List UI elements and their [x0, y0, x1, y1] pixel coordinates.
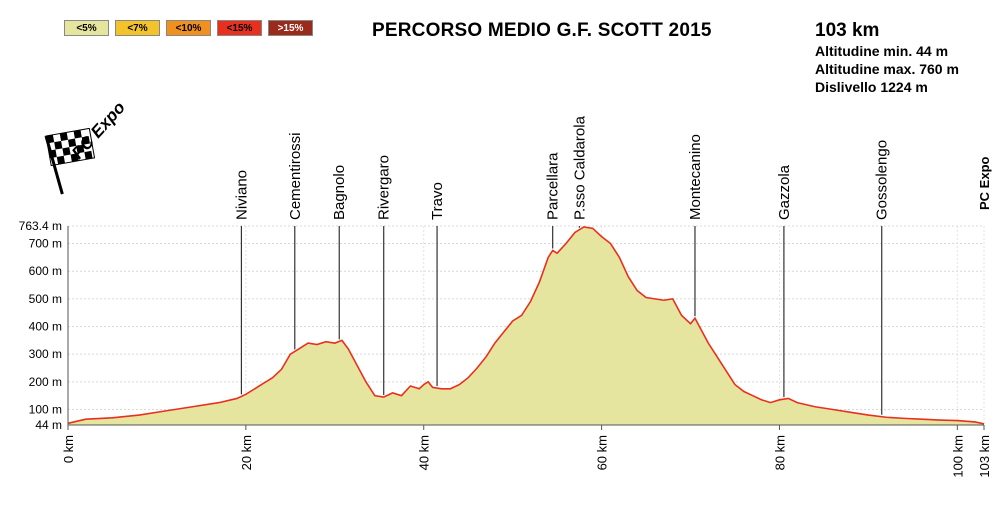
x-tick-label: 40 km [417, 435, 432, 470]
elevation-gain: Dislivello 1224 m [815, 79, 928, 95]
legend-item-gt15: >15% [268, 20, 313, 36]
y-tick-label: 763.4 m [19, 219, 62, 233]
x-tick-label: 100 km [950, 435, 965, 478]
chart-title: PERCORSO MEDIO G.F. SCOTT 2015 [372, 20, 712, 41]
gradient-legend: <5% <7% <10% <15% >15% [64, 20, 313, 36]
profile-line [67, 226, 985, 425]
waypoint-label: Montecanino [687, 134, 704, 220]
checkered-flag-icon [44, 128, 96, 195]
waypoint-label: Gossolengo [874, 140, 891, 220]
total-distance: 103 km [815, 20, 880, 41]
profile-area [68, 226, 984, 425]
waypoint-label: Bagnolo [331, 165, 348, 220]
y-tick-label: 600 m [29, 264, 62, 278]
y-tick-label: 400 m [29, 320, 62, 334]
legend-item-lt5: <5% [64, 20, 109, 36]
y-tick-label: 500 m [29, 292, 62, 306]
waypoint-label: Parcellara [545, 152, 562, 220]
legend-item-lt15: <15% [217, 20, 262, 36]
waypoint-label: Travo [429, 182, 446, 220]
x-tick-label: 60 km [595, 435, 610, 470]
altitude-max: Altitudine max. 760 m [815, 61, 959, 77]
altitude-min: Altitudine min. 44 m [815, 43, 949, 59]
x-tick-label: 0 km [61, 435, 76, 463]
waypoint-label: Gazzola [776, 164, 793, 220]
y-tick-label: 300 m [29, 347, 62, 361]
waypoint-label: Niviano [233, 170, 250, 220]
x-tick-label: 80 km [772, 435, 787, 470]
y-tick-label: 700 m [29, 237, 62, 251]
waypoint-label: Cementirossi [287, 132, 304, 220]
legend-item-lt7: <7% [115, 20, 160, 36]
y-tick-label: 100 m [29, 403, 62, 417]
waypoint-label: Rivergaro [376, 155, 393, 220]
legend-item-lt10: <10% [166, 20, 211, 36]
y-tick-label: 200 m [29, 375, 62, 389]
waypoint-label: P.sso Caldarola [571, 115, 588, 220]
route-stats: 103 km Altitudine min. 44 m Altitudine m… [815, 20, 959, 96]
x-tick-label: 103 km [977, 435, 992, 478]
x-tick-label: 20 km [239, 435, 254, 470]
y-tick-label: 44 m [35, 418, 62, 432]
